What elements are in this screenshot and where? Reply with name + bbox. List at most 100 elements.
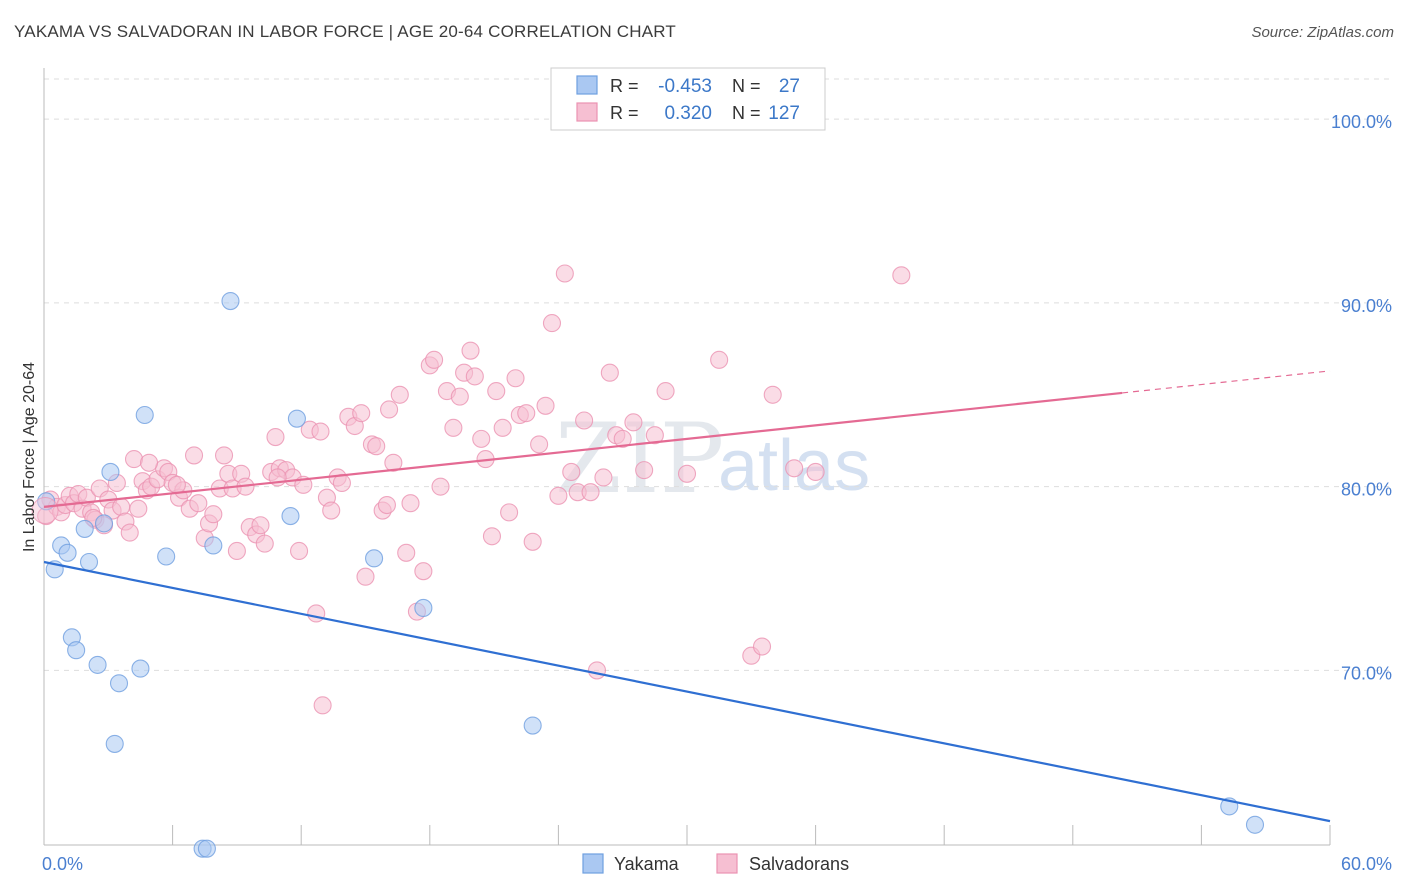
salvadoran-point: [290, 541, 309, 561]
salvadoran-point: [624, 413, 643, 432]
salvadoran-point: [431, 477, 450, 496]
salvadoran-point: [227, 541, 246, 561]
salvadoran-point: [189, 494, 208, 513]
salvadoran-trend-line: [43, 391, 1123, 508]
salvadoran-point: [139, 453, 159, 472]
salvadoran-point: [487, 382, 506, 401]
legend-label-yakama: Yakama: [614, 854, 680, 874]
yakama-point: [414, 598, 433, 617]
salvadoran-point: [493, 418, 512, 437]
salvadoran-point: [322, 501, 341, 520]
salvadoran-point: [635, 461, 654, 480]
salvadoran-point: [313, 696, 332, 715]
salvadoran-point: [255, 534, 274, 553]
yakama-point: [197, 839, 216, 858]
salvadoran-point: [204, 505, 223, 524]
yakama-point: [75, 519, 94, 538]
salvadoran-point: [677, 464, 697, 483]
salvadoran-point: [450, 387, 469, 406]
legend-swatch-salvadorans: [716, 853, 738, 874]
yakama-point: [1245, 815, 1265, 834]
salvadoran-point: [461, 341, 480, 360]
salvadoran-point: [517, 404, 536, 423]
salvadoran-point: [594, 468, 613, 487]
salvadoran-point: [31, 497, 59, 525]
salvadoran-point: [806, 462, 825, 482]
salvadoran-point: [380, 400, 399, 419]
salvadoran-point: [892, 266, 911, 285]
trend-lines: [43, 370, 1331, 823]
stats-n-label-salvadorans: N =: [732, 103, 761, 123]
yakama-point: [88, 655, 107, 674]
y-axis-label: In Labor Force | Age 20-64: [21, 362, 38, 552]
salvadoran-point: [167, 475, 186, 494]
gridlines: [44, 78, 1392, 671]
salvadoran-point: [710, 350, 729, 369]
yakama-point: [105, 734, 124, 753]
salvadoran-point: [251, 516, 270, 535]
yakama-point: [79, 552, 99, 572]
salvadoran-point: [752, 637, 772, 656]
yakama-point: [58, 543, 77, 562]
yakama-point: [109, 674, 129, 693]
series-legend: Yakama Salvadorans: [582, 853, 849, 874]
yakama-point: [131, 659, 150, 678]
salvadoran-point: [401, 494, 420, 513]
y-tick-label: 80.0%: [1341, 480, 1392, 500]
salvadoran-point: [555, 264, 574, 283]
salvadoran-point: [549, 486, 568, 505]
stats-r-value-salvadorans: 0.320: [664, 103, 712, 124]
salvadoran-point: [581, 483, 600, 502]
salvadoran-point: [785, 459, 804, 478]
salvadoran-point: [472, 429, 491, 448]
salvadoran-point: [425, 350, 444, 369]
yakama-point: [135, 405, 154, 425]
salvadoran-point: [311, 422, 330, 441]
salvadoran-point: [397, 543, 416, 562]
y-tick-label: 70.0%: [1341, 663, 1392, 683]
salvadoran-point: [367, 437, 386, 456]
yakama-point: [523, 716, 542, 735]
salvadoran-point: [124, 450, 144, 469]
salvadoran-point: [656, 382, 675, 401]
salvadoran-point: [506, 369, 525, 388]
yakama-point: [281, 507, 300, 526]
salvadoran-point: [390, 385, 409, 404]
stats-legend: R = -0.453 N = 27 R = 0.320 N = 127: [550, 67, 826, 131]
stats-r-label-yakama: R =: [610, 76, 639, 96]
chart-title: YAKAMA VS SALVADORAN IN LABOR FORCE | AG…: [14, 22, 677, 41]
salvadoran-point: [542, 314, 562, 333]
salvadoran-point: [500, 503, 519, 522]
yakama-point: [287, 409, 306, 428]
salvadoran-point: [266, 427, 285, 447]
stats-r-label-salvadorans: R =: [610, 103, 639, 123]
yakama-point: [204, 536, 223, 555]
stats-n-value-yakama: 27: [779, 76, 800, 97]
source-credit: Source: ZipAtlas.com: [1251, 24, 1394, 41]
salvadoran-point: [444, 418, 463, 437]
salvadoran-point: [352, 404, 371, 423]
legend-label-salvadorans: Salvadorans: [749, 854, 849, 874]
data-points: [31, 264, 1265, 858]
yakama-point: [221, 292, 240, 311]
salvadoran-point: [377, 495, 396, 515]
salvadoran-point: [214, 446, 234, 465]
salvadoran-point: [575, 411, 594, 430]
salvadoran-point: [465, 367, 484, 386]
stats-n-value-salvadorans: 127: [768, 103, 800, 124]
axes: 70.0% 80.0% 90.0% 100.0%: [43, 68, 1392, 846]
y-tick-label: 90.0%: [1341, 296, 1392, 316]
salvadoran-point: [414, 562, 433, 581]
salvadoran-point: [763, 385, 782, 404]
x-tick-label-max: 60.0%: [1341, 854, 1392, 874]
salvadoran-point: [184, 446, 204, 465]
legend-swatch-yakama: [582, 853, 604, 874]
salvadoran-point: [600, 363, 619, 382]
salvadoran-point: [129, 499, 148, 518]
salvadoran-point: [384, 453, 403, 472]
salvadoran-point: [523, 532, 542, 551]
salvadoran-point: [120, 523, 139, 542]
salvadoran-point: [536, 396, 555, 415]
salvadoran-point: [645, 426, 664, 445]
